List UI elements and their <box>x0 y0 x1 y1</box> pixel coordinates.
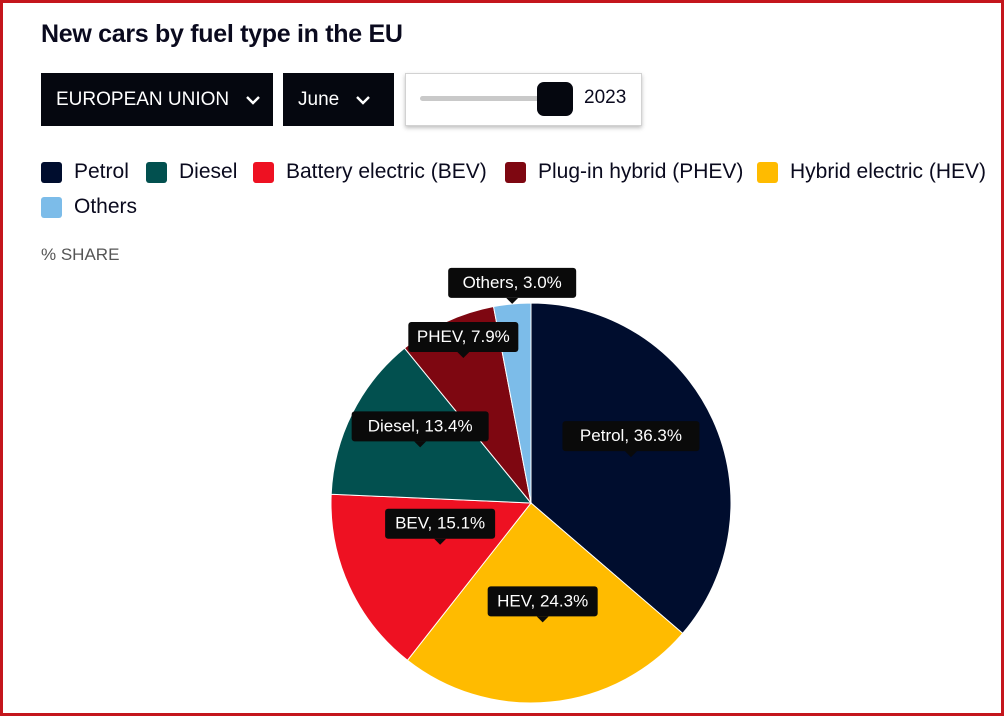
legend-item-petrol[interactable]: Petrol <box>41 160 129 184</box>
legend-label: Plug-in hybrid (PHEV) <box>538 160 744 183</box>
data-label-petrol: Petrol, 36.3% <box>562 421 700 458</box>
legend-swatch <box>253 161 274 183</box>
chevron-down-icon <box>355 95 371 105</box>
data-label-hev: HEV, 24.3% <box>487 586 598 623</box>
legend-swatch <box>505 161 526 183</box>
chevron-down-icon <box>245 95 261 105</box>
data-label-others: Others, 3.0% <box>448 267 577 304</box>
region-dropdown[interactable]: EUROPEAN UNION <box>41 73 273 126</box>
svg-text:Petrol, 36.3%: Petrol, 36.3% <box>580 426 682 445</box>
svg-text:PHEV, 7.9%: PHEV, 7.9% <box>417 327 510 346</box>
year-value: 2023 <box>584 87 627 108</box>
legend-item-phev[interactable]: Plug-in hybrid (PHEV) <box>505 160 743 184</box>
svg-text:BEV, 15.1%: BEV, 15.1% <box>395 514 485 533</box>
data-label-phev: PHEV, 7.9% <box>408 322 519 359</box>
year-slider-thumb[interactable] <box>537 82 573 116</box>
year-slider-track[interactable] <box>420 96 548 101</box>
pie-slice-petrol[interactable] <box>530 302 732 635</box>
svg-text:Others, 3.0%: Others, 3.0% <box>463 273 562 292</box>
legend-label: Others <box>74 195 138 218</box>
legend-label: Diesel <box>179 160 238 183</box>
legend-item-bev[interactable]: Battery electric (BEV) <box>253 160 487 184</box>
legend-swatch <box>41 161 62 183</box>
legend-swatch <box>41 196 62 218</box>
legend-swatch <box>757 161 778 183</box>
chart-title: New cars by fuel type in the EU <box>41 20 403 48</box>
legend-swatch <box>146 161 167 183</box>
data-label-bev: BEV, 15.1% <box>385 508 496 545</box>
svg-text:HEV, 24.3%: HEV, 24.3% <box>497 591 588 610</box>
region-dropdown-value: EUROPEAN UNION <box>56 88 230 110</box>
month-dropdown[interactable]: June <box>283 73 394 126</box>
pie-slice-phev[interactable] <box>403 305 532 504</box>
legend-item-hev[interactable]: Hybrid electric (HEV) <box>757 160 986 184</box>
legend-label: Hybrid electric (HEV) <box>790 160 987 183</box>
month-dropdown-value: June <box>298 88 340 110</box>
legend-item-diesel[interactable]: Diesel <box>146 160 237 184</box>
pie-slice-others[interactable] <box>492 302 532 504</box>
year-slider[interactable]: 2023 <box>405 73 642 126</box>
legend-label: Petrol <box>74 160 129 183</box>
legend-item-others[interactable]: Others <box>41 195 137 219</box>
legend-label: Battery electric (BEV) <box>286 160 487 183</box>
data-label-diesel: Diesel, 13.4% <box>351 411 489 448</box>
unit-label: % SHARE <box>41 245 120 264</box>
svg-text:Diesel, 13.4%: Diesel, 13.4% <box>368 416 473 435</box>
